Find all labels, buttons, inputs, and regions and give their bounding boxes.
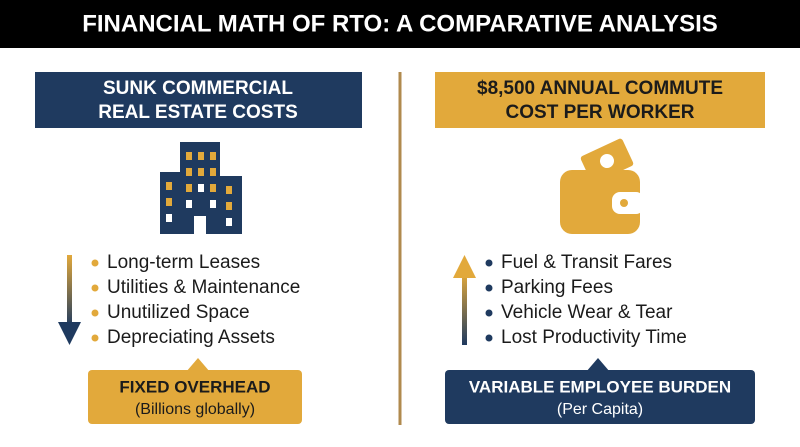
bullet-dot <box>91 259 99 267</box>
wallet-icon <box>560 138 644 234</box>
bullet-dot <box>485 284 493 292</box>
callout-pointer <box>586 358 610 372</box>
right-header: COST PER WORKER <box>506 102 695 123</box>
left-header: SUNK COMMERCIAL <box>103 78 293 99</box>
bullet-dot <box>485 309 493 317</box>
down-arrow <box>58 255 81 345</box>
callout-title: VARIABLE EMPLOYEE BURDEN <box>469 377 731 396</box>
title-bar <box>0 0 800 48</box>
list-item: Unutilized Space <box>107 302 250 323</box>
building-icon <box>160 142 242 234</box>
right-callout <box>445 370 755 424</box>
bullet-dot <box>91 309 99 317</box>
left-callout <box>88 370 302 424</box>
list-item: Depreciating Assets <box>107 327 275 348</box>
right-header-box <box>435 72 765 128</box>
callout-subtitle: (Billions globally) <box>135 401 255 418</box>
callout-pointer <box>186 358 210 372</box>
callout-title: FIXED OVERHEAD <box>119 377 270 396</box>
callout-subtitle: (Per Capita) <box>557 401 643 418</box>
list-item: Parking Fees <box>501 277 613 298</box>
list-item: Utilities & Maintenance <box>107 277 300 298</box>
up-arrow <box>453 255 476 345</box>
list-item: Vehicle Wear & Tear <box>501 302 673 323</box>
title: FINANCIAL MATH OF RTO: A COMPARATIVE ANA… <box>82 10 718 37</box>
bullet-dot <box>91 334 99 342</box>
list-item: Fuel & Transit Fares <box>501 252 672 273</box>
right-header: $8,500 ANNUAL COMMUTE <box>477 78 723 99</box>
left-header-box <box>35 72 362 128</box>
left-header: REAL ESTATE COSTS <box>98 102 298 123</box>
list-item: Long-term Leases <box>107 252 260 273</box>
bullet-dot <box>485 259 493 267</box>
bullet-dot <box>485 334 493 342</box>
list-item: Lost Productivity Time <box>501 327 687 348</box>
bullet-dot <box>91 284 99 292</box>
